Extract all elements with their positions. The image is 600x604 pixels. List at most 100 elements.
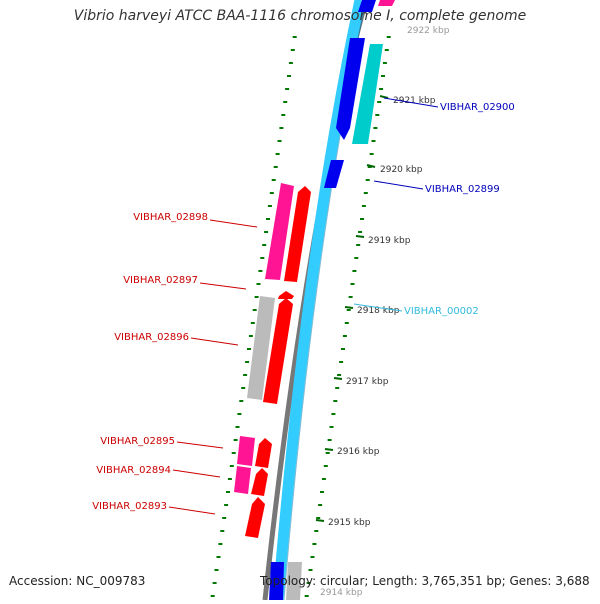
guide-dot bbox=[220, 530, 225, 532]
guide-dot bbox=[346, 309, 351, 311]
guide-dot bbox=[329, 426, 334, 428]
gene-label-vibhar-02899[interactable]: VIBHAR_02899 bbox=[425, 184, 500, 195]
gene-top-feature bbox=[358, 0, 376, 12]
guide-dot bbox=[354, 257, 359, 259]
genome-summary-text: Topology: circular; Length: 3,765,351 bp… bbox=[260, 574, 590, 588]
guide-dot bbox=[341, 348, 345, 350]
gene-bottom-feature bbox=[269, 562, 284, 600]
guide-dot bbox=[339, 361, 344, 363]
guide-dot bbox=[273, 166, 278, 168]
gene-vibhar-02896-cds[interactable] bbox=[263, 298, 293, 404]
guide-dot bbox=[247, 348, 251, 350]
guide-dot bbox=[350, 283, 355, 285]
gene-labels: VIBHAR_02900 VIBHAR_02899 VIBHAR_00002 V… bbox=[92, 97, 515, 515]
guide-dot bbox=[210, 595, 215, 597]
guide-dot bbox=[384, 49, 389, 51]
guide-dot bbox=[283, 101, 288, 103]
gene-vibhar-02894-cds[interactable] bbox=[251, 468, 268, 496]
guide-dot bbox=[212, 582, 217, 584]
guide-dot bbox=[314, 530, 319, 532]
gene-vibhar-02896-pseudo[interactable] bbox=[247, 296, 275, 400]
guide-dot bbox=[241, 387, 246, 389]
guide-dot bbox=[250, 322, 255, 324]
tick-label: 2915 kbp bbox=[328, 518, 371, 528]
gray-bottom-feature bbox=[286, 562, 302, 600]
guide-dot bbox=[258, 270, 263, 272]
guide-dot bbox=[363, 192, 368, 194]
gene-vibhar-02898-cds[interactable] bbox=[284, 186, 311, 282]
guide-dot bbox=[237, 413, 242, 415]
gene-vibhar-02898-feature[interactable] bbox=[265, 183, 294, 280]
gene-label-vibhar-02895[interactable]: VIBHAR_02895 bbox=[100, 436, 175, 447]
guide-dot bbox=[365, 179, 370, 181]
guide-dot bbox=[224, 504, 229, 506]
tick-label: 2914 kbp bbox=[320, 588, 363, 598]
gene-label-vibhar-02894[interactable]: VIBHAR_02894 bbox=[96, 465, 171, 476]
guide-dot bbox=[214, 569, 219, 571]
gene-vibhar-02899-feature[interactable] bbox=[324, 160, 344, 188]
guide-dot bbox=[331, 413, 336, 415]
guide-dot bbox=[243, 374, 248, 376]
guide-dot bbox=[256, 283, 261, 285]
guide-dot bbox=[379, 88, 384, 90]
gene-label-vibhar-02896[interactable]: VIBHAR_02896 bbox=[114, 332, 189, 343]
guide-dot bbox=[227, 478, 232, 480]
guide-dot bbox=[264, 231, 269, 233]
guide-dot bbox=[375, 114, 380, 116]
gene-label-vibhar-02898[interactable]: VIBHAR_02898 bbox=[133, 212, 208, 223]
gene-vibhar-02893-cds[interactable] bbox=[245, 497, 265, 538]
guide-dot bbox=[285, 88, 290, 90]
guide-dot bbox=[320, 491, 324, 493]
guide-dot bbox=[310, 556, 315, 558]
guide-dot bbox=[245, 361, 250, 363]
guide-dot bbox=[318, 504, 323, 506]
guide-dot bbox=[316, 517, 321, 519]
gene-vibhar-02895-cds[interactable] bbox=[255, 438, 272, 468]
guide-dot bbox=[281, 114, 286, 116]
guide-dot bbox=[369, 153, 374, 155]
guide-dot bbox=[306, 582, 311, 584]
guide-dot bbox=[308, 569, 313, 571]
gene-label-vibhar-02900[interactable]: VIBHAR_02900 bbox=[440, 102, 515, 113]
tick-label: 2919 kbp bbox=[368, 236, 411, 246]
accession-text: Accession: NC_009783 bbox=[9, 574, 146, 588]
guide-dot bbox=[381, 75, 385, 77]
gene-vibhar-02894-feature[interactable] bbox=[234, 466, 251, 494]
guide-dot bbox=[275, 153, 280, 155]
gene-label-vibhar-02893[interactable]: VIBHAR_02893 bbox=[92, 501, 167, 512]
guide-dot bbox=[266, 218, 270, 220]
guide-dot bbox=[371, 140, 376, 142]
tick-label: 2920 kbp bbox=[380, 165, 423, 175]
gene-label-vibhar-00002[interactable]: VIBHAR_00002 bbox=[404, 306, 479, 317]
guide-dot bbox=[333, 400, 338, 402]
guide-dot bbox=[233, 439, 238, 441]
guide-dot bbox=[377, 101, 382, 103]
gene-vibhar-02897-cds[interactable] bbox=[278, 291, 294, 299]
guide-dot bbox=[312, 543, 317, 545]
tick-label: 2916 kbp bbox=[337, 447, 380, 457]
pink-top-feature bbox=[378, 0, 395, 6]
guide-dot bbox=[360, 218, 364, 220]
guide-dot bbox=[292, 36, 297, 38]
guide-dot bbox=[367, 166, 372, 168]
guide-dot bbox=[327, 439, 332, 441]
guide-dot bbox=[361, 205, 366, 207]
guide-dot bbox=[287, 75, 291, 77]
guide-dot bbox=[226, 491, 230, 493]
gene-vibhar-02895-feature[interactable] bbox=[237, 436, 255, 466]
gene-label-vibhar-02897[interactable]: VIBHAR_02897 bbox=[123, 275, 198, 286]
guide-dot bbox=[267, 205, 272, 207]
map-title: Vibrio harveyi ATCC BAA-1116 chromosome … bbox=[73, 8, 527, 24]
guide-dot bbox=[222, 517, 227, 519]
gene-vibhar-02900-feature[interactable] bbox=[336, 38, 365, 140]
guide-dot bbox=[337, 374, 342, 376]
guide-dot bbox=[271, 179, 276, 181]
scale-ticks: 2922 kbp 2921 kbp 2920 kbp 2919 kbp 2918… bbox=[315, 26, 450, 598]
guide-dot bbox=[254, 296, 259, 298]
tick-label: 2918 kbp bbox=[357, 306, 400, 316]
guide-dot bbox=[342, 335, 347, 337]
guide-dot bbox=[216, 556, 221, 558]
cyan-gene-feature[interactable] bbox=[352, 44, 383, 144]
tick-label: 2917 kbp bbox=[346, 377, 389, 387]
